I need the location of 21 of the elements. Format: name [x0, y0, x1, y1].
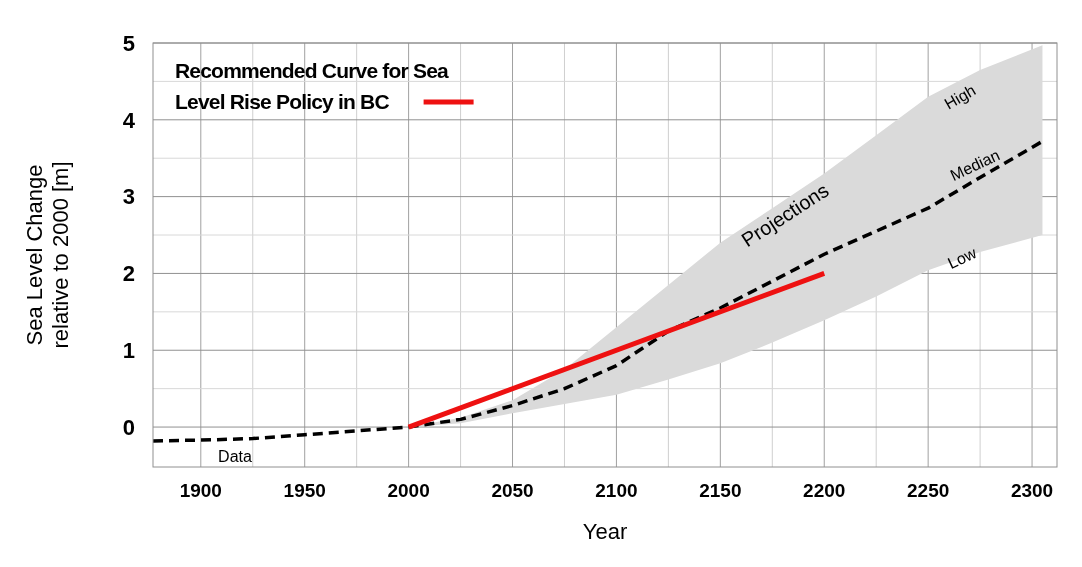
x-axis-title: Year: [582, 519, 628, 544]
x-tick-label: 2100: [595, 480, 638, 501]
x-tick-label: 1900: [179, 480, 222, 501]
annotation: Data: [218, 447, 252, 465]
y-tick-label: 1: [122, 337, 135, 363]
x-tick-label: 2050: [491, 480, 534, 501]
y-tick-label: 4: [122, 107, 136, 133]
text: Recommended Curve for Sea Level Rise Policy in BC: [175, 59, 450, 113]
x-tick-label: 1950: [283, 480, 326, 501]
x-tick-label: 2150: [699, 480, 742, 501]
annotation: High: [941, 81, 979, 113]
y-tick-label: 5: [122, 30, 135, 56]
y-tick-label: 0: [122, 414, 135, 440]
x-tick-label: 2250: [907, 480, 950, 501]
annotation: Low: [945, 244, 980, 272]
y-axis-title: Sea Level Change relative to 2000 [m]: [22, 161, 73, 349]
y-tick-label: 2: [122, 261, 135, 287]
x-tick-label: 2300: [1010, 480, 1054, 501]
x-tick-label: 2000: [387, 480, 430, 501]
x-tick-label: 2200: [803, 480, 846, 501]
y-tick-label: 3: [122, 184, 135, 210]
